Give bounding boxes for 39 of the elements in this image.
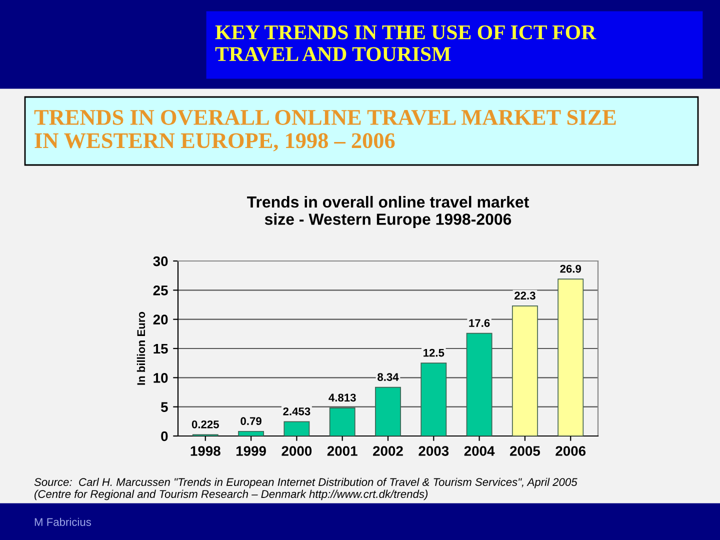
data-label: 26.9 xyxy=(560,264,582,273)
x-tick-label: 2005 xyxy=(510,446,540,456)
y-axis-title: In billion Euro xyxy=(136,312,146,385)
bar xyxy=(512,305,538,436)
text: TRENDS IN OVERALL ONLINE TRAVEL MARKET SIZE IN WESTERN EUROPE, 1998 – 2006 xyxy=(34,110,616,152)
y-tick-label: 5 xyxy=(160,402,168,412)
data-label: 17.6 xyxy=(469,319,490,327)
bar xyxy=(558,278,584,436)
y-tick-label: 25 xyxy=(153,286,168,296)
data-label: 22.3 xyxy=(514,292,536,300)
bar xyxy=(420,362,447,436)
y-tick-label: 15 xyxy=(154,344,168,354)
data-label: 4.813 xyxy=(328,394,356,402)
x-tick-label: 2001 xyxy=(327,446,358,456)
x-tick-label: 2000 xyxy=(282,446,312,456)
bar xyxy=(284,421,310,436)
x-tick-label: 2004 xyxy=(464,446,495,456)
bar xyxy=(238,430,264,436)
y-tick-label: 0 xyxy=(161,431,168,442)
text: M Fabricius xyxy=(34,518,92,526)
x-tick-label: 1998 xyxy=(190,446,220,456)
data-label: 2.453 xyxy=(283,407,310,416)
x-tick-label: 1999 xyxy=(236,446,266,456)
data-label: 12.5 xyxy=(424,348,444,357)
y-tick-label: 20 xyxy=(153,314,168,325)
source-note: Source: Carl H. Marcussen "Trends in European Internet Distribution of Travel & Tourism Services", April 2005 (Centre for Regional and Tourism Research – Denmark http://www.crt.dk/trends) xyxy=(34,478,578,500)
y-tick-label: 10 xyxy=(154,373,168,383)
text: KEY TRENDS IN THE USE OF ICT FOR TRAVEL AND TOURISM xyxy=(215,25,596,62)
bar xyxy=(466,332,492,436)
data-label: 0.79 xyxy=(240,417,262,426)
x-tick-label: 2002 xyxy=(373,446,403,456)
x-tick-label: 2003 xyxy=(418,446,449,456)
bar xyxy=(375,386,401,436)
data-label: 0.225 xyxy=(192,420,219,428)
x-tick-label: 2006 xyxy=(556,446,586,456)
bar xyxy=(329,408,356,436)
y-tick-label: 30 xyxy=(153,256,168,266)
chart-title: Trends in overall online travel market size - Western Europe 1998-2006 xyxy=(247,196,529,228)
data-label: 8.34 xyxy=(378,373,399,382)
